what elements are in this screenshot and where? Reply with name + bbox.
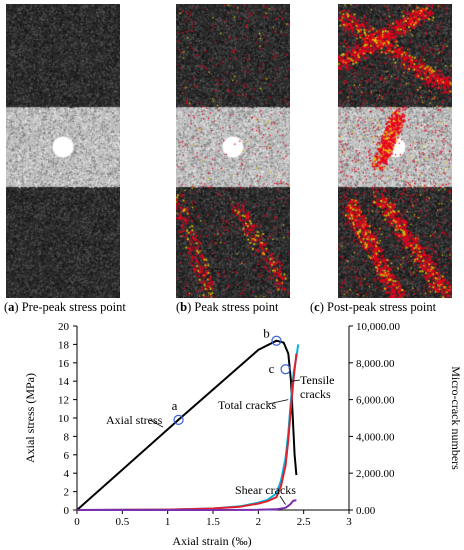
point-label-b: b: [263, 326, 270, 341]
y-tick-label: 16: [58, 358, 70, 370]
specimen-panel-c: [338, 4, 452, 298]
y-tick-label: 20: [58, 321, 70, 333]
annotation-leader-tensile: [291, 379, 301, 382]
annotation-tensile-cracks-line2: cracks: [300, 387, 331, 401]
series-line-tensile-cracks: [76, 353, 298, 511]
y2-tick-label: 4,000.00: [356, 431, 395, 443]
stress-crack-chart: 0 0.5 1 1.5 2 2.5 3 0 2 4 6 8 10 12 14 16 18 20 0.00 2,000.…: [23, 321, 463, 548]
y-tick-label: 8: [64, 431, 70, 443]
x-tick-label: 2: [256, 516, 262, 528]
x-tick-label: 0.5: [115, 516, 129, 528]
y-tick-label: 6: [64, 450, 70, 462]
y-tick-label: 2: [64, 487, 70, 499]
y2-tick-label: 10,000.00: [356, 321, 401, 333]
y-tick-label: 18: [58, 339, 70, 351]
x-axis-label: Axial strain (‰): [172, 534, 251, 548]
caption-letter-c: c: [314, 300, 320, 314]
annotation-total-cracks: Total cracks: [218, 398, 276, 412]
specimen-image-b: [176, 4, 290, 298]
annotation-shear-cracks: Shear cracks: [235, 483, 296, 497]
caption-b: (b) Peak stress point: [176, 300, 279, 314]
point-marker-b: [271, 335, 282, 346]
y-tick-label: 10: [58, 413, 70, 425]
y-tick-label: 0: [64, 505, 70, 517]
annotation-leader-total: [267, 399, 289, 405]
series-line-axial-stress: [76, 339, 298, 511]
annotation-axial-stress: Axial stress: [106, 413, 163, 427]
chart-series-group: [76, 339, 301, 511]
point-marker-a: [173, 414, 184, 425]
specimen-image-c: [338, 4, 452, 298]
x-tick-label: 1.5: [206, 516, 220, 528]
y-tick-label: 12: [58, 395, 69, 407]
y2-tick-label: 2,000.00: [356, 468, 395, 480]
caption-c: (c) Post-peak stress point: [310, 300, 437, 314]
point-marker-c: [280, 364, 291, 375]
y2-tick-label: 8,000.00: [356, 358, 395, 370]
y2-axis-label: Micro-crack numbers: [449, 366, 463, 470]
caption-text-a: Pre-peak stress point: [21, 300, 126, 314]
y-axis-label: Axial stress (MPa): [23, 373, 37, 463]
caption-letter-a: a: [8, 300, 15, 314]
x-tick-label: 2.5: [297, 516, 311, 528]
point-label-a: a: [172, 398, 178, 413]
caption-text-c: Post-peak stress point: [327, 300, 437, 314]
x-tick-label: 0: [74, 516, 80, 528]
x-tick-label: 3: [346, 516, 352, 528]
specimen-panel-b: [176, 4, 290, 298]
specimen-image-a: [6, 4, 120, 298]
y-tick-label: 14: [58, 376, 70, 388]
y2-tick-label: 6,000.00: [356, 395, 395, 407]
caption-text-b: Peak stress point: [194, 300, 279, 314]
specimen-panel-a: [6, 4, 120, 298]
x-tick-label: 1: [165, 516, 171, 528]
caption-a: (a) Pre-peak stress point: [4, 300, 126, 314]
chart-points-group: a b c: [172, 326, 291, 425]
y-tick-label: 4: [64, 468, 70, 480]
annotation-tensile-cracks-line1: Tensile: [300, 373, 334, 387]
annotation-leader-shear: [279, 495, 286, 505]
caption-letter-b: b: [180, 300, 188, 314]
annotation-leader-axial: [149, 419, 164, 428]
y2-tick-label: 0.00: [356, 505, 376, 517]
point-label-c: c: [269, 361, 275, 376]
chart-axes-group: 0 0.5 1 1.5 2 2.5 3 0 2 4 6 8 10 12 14 16 18 20 0.00 2,000.…: [58, 321, 401, 528]
series-line-shear-cracks: [77, 499, 297, 511]
